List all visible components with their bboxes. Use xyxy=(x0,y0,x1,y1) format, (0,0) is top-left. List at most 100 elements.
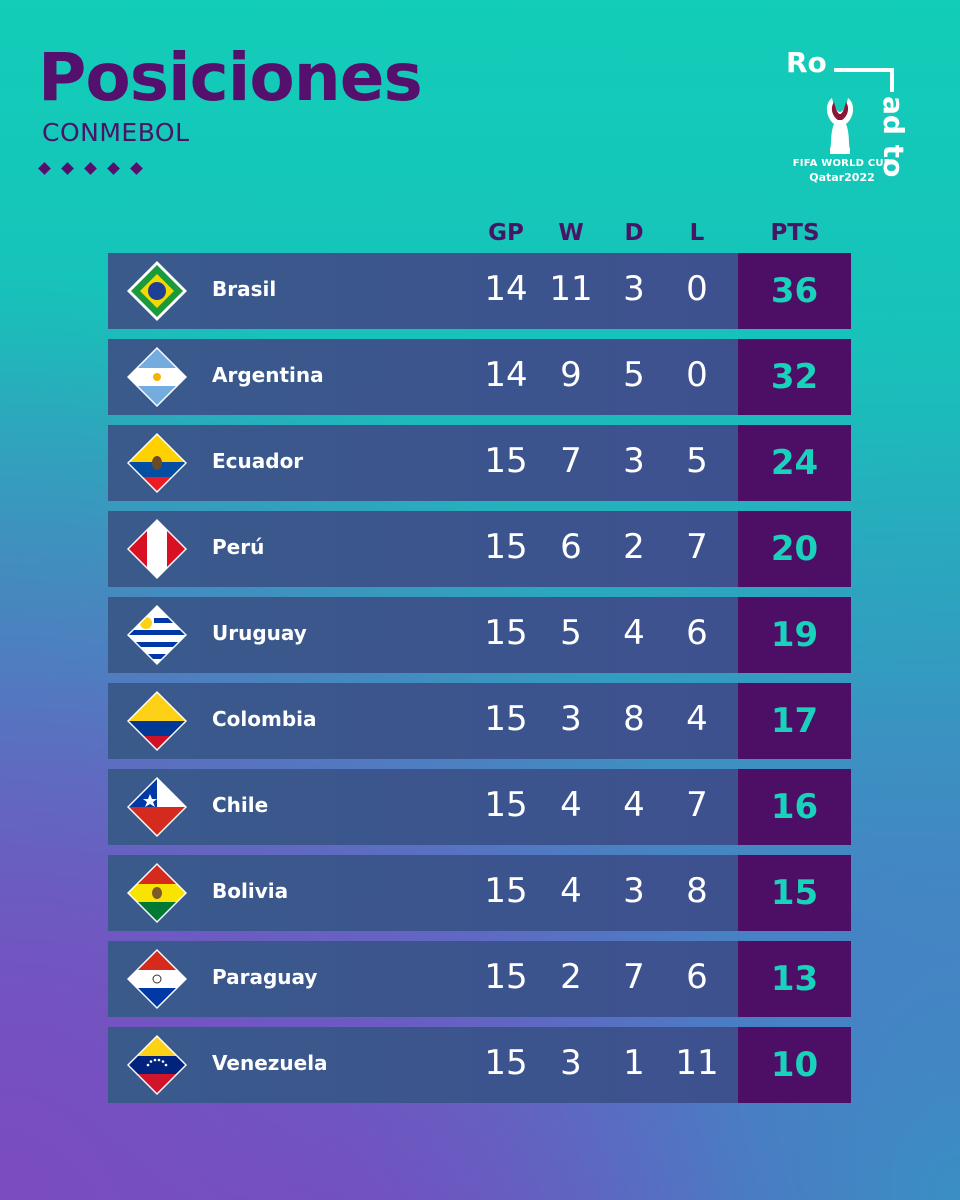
losses: 4 xyxy=(686,699,708,739)
page-title: Posiciones xyxy=(38,39,423,116)
chile-flag-icon xyxy=(126,776,188,838)
games-played: 15 xyxy=(484,871,528,911)
country-name: Brasil xyxy=(212,277,277,301)
country-name: Venezuela xyxy=(212,1051,328,1075)
wins: 9 xyxy=(560,355,582,395)
points: 13 xyxy=(738,941,851,1017)
wins: 4 xyxy=(560,871,582,911)
table-row: Colombia 15 3 8 4 17 xyxy=(108,683,851,759)
losses: 7 xyxy=(686,527,708,567)
points: 10 xyxy=(738,1027,851,1103)
bolivia-flag-icon xyxy=(126,862,188,924)
losses: 6 xyxy=(686,613,708,653)
world-cup-trophy-icon xyxy=(826,98,854,154)
table-row: Paraguay 15 2 7 6 13 xyxy=(108,941,851,1017)
points: 32 xyxy=(738,339,851,415)
standings-table: Brasil 14 11 3 0 36 Argentina 14 9 5 0 3… xyxy=(108,253,851,1113)
column-header-w: W xyxy=(558,220,584,246)
table-row: Perú 15 6 2 7 20 xyxy=(108,511,851,587)
dot-icon xyxy=(130,162,143,175)
draws: 8 xyxy=(623,699,645,739)
column-header-l: L xyxy=(689,220,705,246)
table-header: GP W D L PTS xyxy=(0,220,960,250)
draws: 2 xyxy=(623,527,645,567)
draws: 3 xyxy=(623,269,645,309)
table-row: Bolivia 15 4 3 8 15 xyxy=(108,855,851,931)
losses: 0 xyxy=(686,355,708,395)
draws: 5 xyxy=(623,355,645,395)
games-played: 14 xyxy=(484,269,528,309)
uruguay-flag-icon xyxy=(126,604,188,666)
argentina-flag-icon xyxy=(126,346,188,408)
games-played: 15 xyxy=(484,957,528,997)
wins: 5 xyxy=(560,613,582,653)
peru-flag-icon xyxy=(126,518,188,580)
dot-icon xyxy=(61,162,74,175)
games-played: 15 xyxy=(484,613,528,653)
table-row: Uruguay 15 5 4 6 19 xyxy=(108,597,851,673)
table-row: Chile 15 4 4 7 16 xyxy=(108,769,851,845)
paraguay-flag-icon xyxy=(126,948,188,1010)
table-row: Argentina 14 9 5 0 32 xyxy=(108,339,851,415)
logo-text-top: Ro xyxy=(786,46,827,79)
column-header-d: D xyxy=(624,220,644,246)
draws: 4 xyxy=(623,785,645,825)
column-header-gp: GP xyxy=(488,220,524,246)
wins: 4 xyxy=(560,785,582,825)
points: 24 xyxy=(738,425,851,501)
table-row: Ecuador 15 7 3 5 24 xyxy=(108,425,851,501)
games-played: 15 xyxy=(484,699,528,739)
ecuador-flag-icon xyxy=(126,432,188,494)
losses: 6 xyxy=(686,957,708,997)
dot-icon xyxy=(107,162,120,175)
wins: 2 xyxy=(560,957,582,997)
dot-icon xyxy=(84,162,97,175)
brazil-flag-icon xyxy=(126,260,188,322)
logo-line xyxy=(890,68,894,92)
points: 19 xyxy=(738,597,851,673)
venezuela-flag-icon xyxy=(126,1034,188,1096)
losses: 5 xyxy=(686,441,708,481)
draws: 3 xyxy=(623,871,645,911)
losses: 11 xyxy=(675,1043,719,1083)
country-name: Ecuador xyxy=(212,449,304,473)
table-row: Venezuela 15 3 1 11 10 xyxy=(108,1027,851,1103)
losses: 8 xyxy=(686,871,708,911)
country-name: Chile xyxy=(212,793,269,817)
draws: 1 xyxy=(623,1043,645,1083)
games-played: 14 xyxy=(484,355,528,395)
decorative-dots xyxy=(38,162,143,175)
wins: 11 xyxy=(549,269,593,309)
dot-icon xyxy=(38,162,51,175)
country-name: Uruguay xyxy=(212,621,307,645)
colombia-flag-icon xyxy=(126,690,188,752)
column-header-pts: PTS xyxy=(770,220,820,246)
wins: 6 xyxy=(560,527,582,567)
games-played: 15 xyxy=(484,527,528,567)
games-played: 15 xyxy=(484,1043,528,1083)
road-to-world-cup-logo: Ro ad to FIFA WORLD CUP Qatar2022 xyxy=(786,46,910,184)
wins: 7 xyxy=(560,441,582,481)
page-subtitle: CONMEBOL xyxy=(42,118,190,147)
country-name: Bolivia xyxy=(212,879,289,903)
logo-caption-2: Qatar2022 xyxy=(809,171,875,184)
country-name: Colombia xyxy=(212,707,317,731)
losses: 0 xyxy=(686,269,708,309)
country-name: Paraguay xyxy=(212,965,318,989)
table-row: Brasil 14 11 3 0 36 xyxy=(108,253,851,329)
logo-caption-1: FIFA WORLD CUP xyxy=(792,158,892,169)
games-played: 15 xyxy=(484,785,528,825)
points: 36 xyxy=(738,253,851,329)
wins: 3 xyxy=(560,1043,582,1083)
points: 16 xyxy=(738,769,851,845)
wins: 3 xyxy=(560,699,582,739)
logo-line xyxy=(834,68,894,72)
country-name: Argentina xyxy=(212,363,324,387)
games-played: 15 xyxy=(484,441,528,481)
points: 20 xyxy=(738,511,851,587)
points: 15 xyxy=(738,855,851,931)
draws: 7 xyxy=(623,957,645,997)
losses: 7 xyxy=(686,785,708,825)
draws: 3 xyxy=(623,441,645,481)
points: 17 xyxy=(738,683,851,759)
